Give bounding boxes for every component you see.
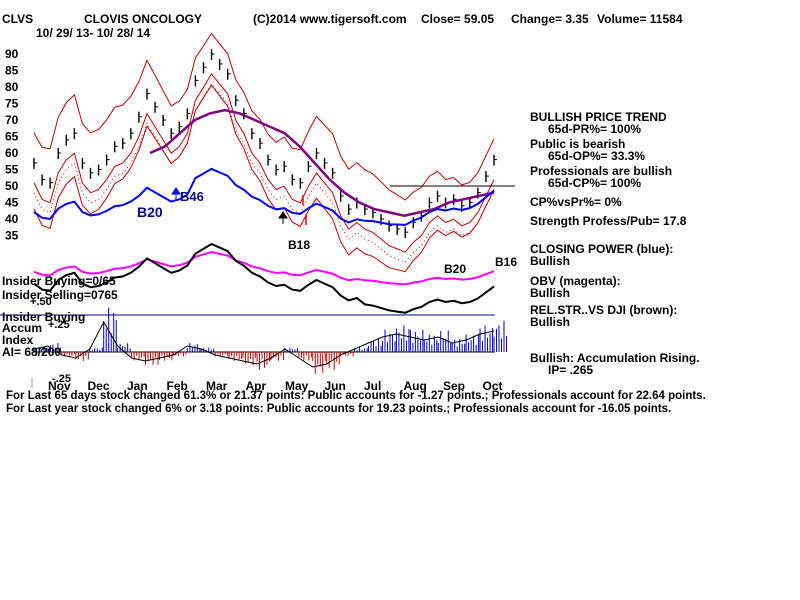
obv-value: Bullish bbox=[530, 286, 571, 300]
y-tick-label-40: 40 bbox=[5, 212, 19, 226]
y-tick-label-90: 90 bbox=[5, 47, 19, 61]
ticker: CLVS bbox=[2, 12, 34, 26]
closing-power-title: CLOSING POWER (blue): bbox=[530, 242, 674, 256]
signal-b20-late: B20 bbox=[444, 262, 467, 276]
y-tick-label-35: 35 bbox=[5, 229, 19, 243]
footer-line-65days: For Last 65 days stock changed 61.3% or … bbox=[6, 390, 706, 402]
professionals-status: Professionals are bullish bbox=[530, 164, 673, 178]
pr-value: 65d-PR%= 100% bbox=[548, 122, 642, 136]
x-tick-label-jul: Jul bbox=[364, 379, 381, 393]
rel-str-value: Bullish bbox=[530, 315, 571, 329]
volume-value: Volume= 11584 bbox=[597, 12, 683, 26]
x-tick-label-nov: Nov bbox=[48, 379, 71, 393]
ip-value: IP= .265 bbox=[548, 363, 594, 377]
mid-band-line bbox=[33, 73, 495, 253]
index-label: Index bbox=[2, 333, 34, 347]
x-tick-label-dec: Dec bbox=[88, 379, 110, 393]
x-tick-label-may: May bbox=[285, 379, 309, 393]
y-tick-label-75: 75 bbox=[5, 97, 19, 111]
minus25-label: -.25 bbox=[52, 373, 71, 385]
x-tick-label-jun: Jun bbox=[325, 379, 346, 393]
plus25-label: +.25 bbox=[48, 319, 70, 331]
insider-buying-accum-label: Insider Buying bbox=[2, 310, 86, 324]
strength-ratio: Strength Profess/Pub= 17.8 bbox=[530, 214, 687, 228]
x-tick-label-feb: Feb bbox=[167, 379, 188, 393]
cp-vs-pr: CP%vsPr%= 0% bbox=[530, 195, 622, 209]
closing-power-value: Bullish bbox=[530, 254, 571, 268]
y-tick-label-50: 50 bbox=[5, 179, 19, 193]
trend-title: BULLISH PRICE TREND bbox=[530, 110, 667, 124]
ai-label: AI= 68/200 bbox=[2, 345, 62, 359]
close-value: Close= 59.05 bbox=[421, 12, 495, 26]
x-tick-label-mar: Mar bbox=[206, 379, 228, 393]
y-tick-label-55: 55 bbox=[5, 163, 19, 177]
y-tick-label-45: 45 bbox=[5, 196, 19, 210]
insider-buying-label: Insider Buying=0/65 bbox=[2, 274, 116, 288]
obv-title: OBV (magenta): bbox=[530, 274, 621, 288]
footer-line-year: For Last year stock changed 6% or 3.18 p… bbox=[6, 403, 672, 415]
plus50-label: +.50 bbox=[30, 296, 52, 308]
insider-selling-label: Insider Selling=0765 bbox=[2, 288, 118, 302]
rel-str-line bbox=[33, 242, 495, 314]
closing-power-line bbox=[33, 167, 495, 226]
date-range: 10/ 29/ 13- 10/ 28/ 14 bbox=[36, 26, 151, 40]
up-arrow-b18 bbox=[278, 211, 288, 224]
signal-b46: B46 bbox=[180, 189, 204, 204]
lower-band-line bbox=[33, 84, 495, 273]
x-tick-label-oct: Oct bbox=[483, 379, 503, 393]
signal-b16: B16 bbox=[495, 255, 518, 269]
accum-label: Accum bbox=[2, 321, 43, 335]
long-ma-line bbox=[149, 108, 495, 217]
public-status: Public is bearish bbox=[530, 137, 626, 151]
y-tick-label-70: 70 bbox=[5, 113, 19, 127]
x-tick-label-apr: Apr bbox=[246, 379, 267, 393]
dotted-ma-line bbox=[33, 83, 495, 263]
cp-value: 65d-CP%= 100% bbox=[548, 176, 642, 190]
op-value: 65d-OP%= 33.3% bbox=[548, 149, 646, 163]
copyright: (C)2014 www.tigersoft.com bbox=[253, 12, 407, 26]
signal-b20: B20 bbox=[137, 204, 163, 220]
upper-band-line bbox=[33, 32, 495, 201]
rel-str-title: REL.STR..VS DJI (brown): bbox=[530, 303, 678, 317]
company-name: CLOVIS ONCOLOGY bbox=[84, 12, 203, 26]
accum-avg-line bbox=[33, 320, 495, 368]
signal-b18: B18 bbox=[288, 238, 311, 252]
accum-status: Bullish: Accumulation Rising. bbox=[530, 351, 700, 365]
y-tick-label-60: 60 bbox=[5, 146, 19, 160]
change-value: Change= 3.35 bbox=[511, 12, 589, 26]
x-tick-label-jan: Jan bbox=[127, 379, 148, 393]
up-arrow-b46 bbox=[171, 187, 181, 200]
y-tick-label-65: 65 bbox=[5, 130, 19, 144]
x-tick-label-aug: Aug bbox=[404, 379, 427, 393]
y-tick-label-80: 80 bbox=[5, 80, 19, 94]
obv-line bbox=[33, 250, 495, 286]
x-tick-label-sep: Sep bbox=[443, 379, 465, 393]
y-tick-label-85: 85 bbox=[5, 64, 19, 78]
